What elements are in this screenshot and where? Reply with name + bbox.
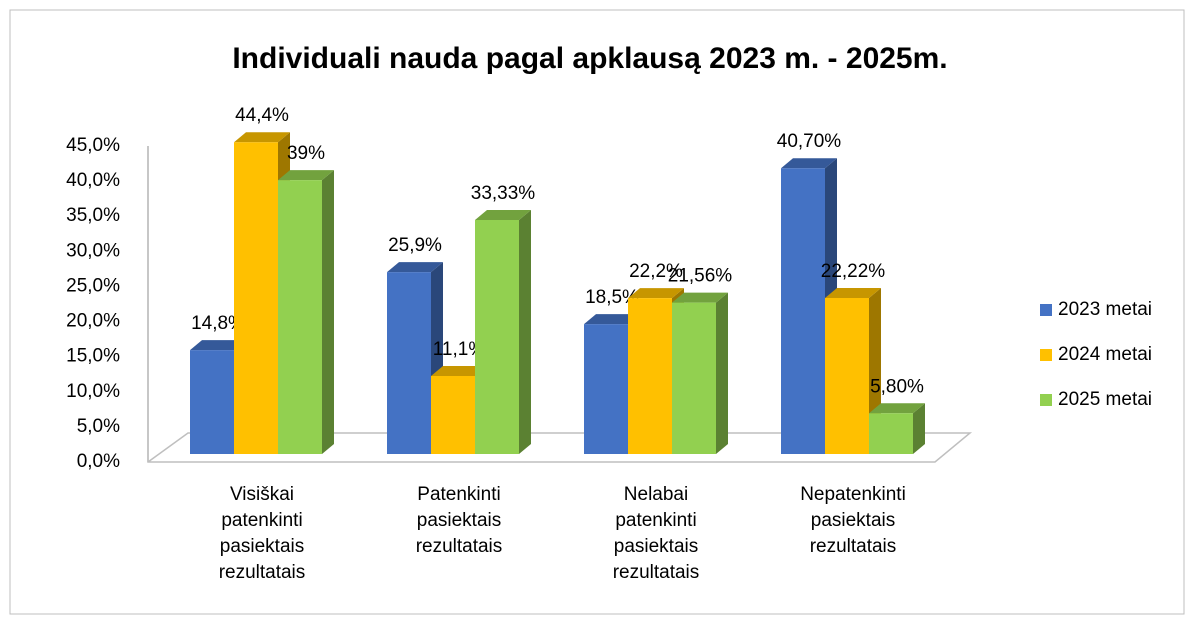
bar [278, 170, 334, 454]
bar-front [278, 180, 322, 454]
x-tick-label: Nepatenkinti pasiektais rezultatais [800, 484, 906, 557]
bar-front [234, 142, 278, 455]
bar-side [519, 209, 531, 454]
bar-front [190, 350, 234, 454]
y-tick-label: 25,0% [66, 275, 120, 296]
bar-side [913, 403, 925, 454]
data-label: 5,80% [870, 376, 924, 397]
legend-swatch [1040, 304, 1052, 316]
bar-top [869, 403, 925, 414]
bar-top [190, 340, 246, 351]
data-label: 11,1% [433, 339, 486, 360]
bar-front [584, 324, 628, 454]
legend-swatch [1040, 349, 1052, 361]
y-tick-label: 20,0% [66, 311, 120, 332]
y-tick-label: 10,0% [66, 381, 120, 402]
y-tick-label: 45,0% [66, 135, 120, 156]
y-tick-label: 35,0% [66, 205, 120, 226]
bar [672, 292, 728, 454]
bar-top [387, 262, 443, 273]
bar-top [825, 287, 881, 298]
bar-front [672, 302, 716, 454]
bar [475, 209, 531, 454]
data-label: 44,4% [235, 105, 289, 126]
chart-border [9, 9, 1185, 615]
y-tick-label: 0,0% [77, 451, 120, 472]
legend-label: 2025 metai [1058, 389, 1152, 410]
y-tick-label: 5,0% [77, 416, 120, 437]
data-label: 14,8% [191, 313, 245, 334]
data-label: 18,5% [585, 287, 639, 308]
bar-front [387, 272, 431, 454]
x-tick-label: Visiškai patenkinti pasiektais rezultata… [218, 484, 306, 583]
chart-title: Individuali nauda pagal apklausą 2023 m.… [232, 42, 947, 75]
data-label: 21,56% [668, 266, 733, 287]
data-label: 40,70% [777, 131, 842, 152]
data-label: 39% [287, 143, 325, 164]
data-label: 22,2% [629, 261, 683, 282]
bar-front [431, 376, 475, 454]
bar-front [825, 297, 869, 454]
bar-side [716, 292, 728, 454]
data-label: 25,9% [388, 235, 442, 256]
bar-front [628, 298, 672, 454]
bar-side [322, 170, 334, 454]
data-label: 33,33% [471, 183, 536, 204]
legend-swatch [1040, 394, 1052, 406]
bar-top [278, 170, 334, 181]
bar-top [475, 209, 531, 220]
bar-top [431, 366, 487, 377]
bar-front [781, 168, 825, 454]
y-tick-label: 40,0% [66, 170, 120, 191]
y-tick-label: 15,0% [66, 346, 120, 367]
y-tick-label: 30,0% [66, 240, 120, 261]
bar-front [475, 219, 519, 454]
bar-top [628, 288, 684, 299]
x-tick-label: Nelabai patenkinti pasiektais rezultatai… [612, 484, 700, 583]
bar-top [584, 314, 640, 325]
bar-top [234, 132, 290, 143]
x-tick-label: Patenkinti pasiektais rezultatais [415, 484, 503, 557]
bar-top [672, 292, 728, 303]
bar-top [781, 158, 837, 169]
legend-label: 2024 metai [1058, 344, 1152, 365]
bar [869, 403, 925, 454]
data-label: 22,22% [821, 261, 886, 282]
bar-front [869, 413, 913, 454]
legend-label: 2023 metai [1058, 299, 1152, 320]
